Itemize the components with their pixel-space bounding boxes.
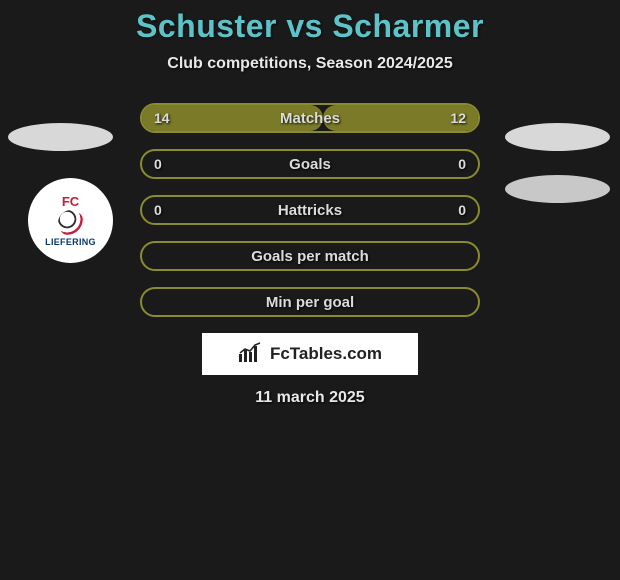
page-title: Schuster vs Scharmer	[0, 8, 620, 45]
comparison-widget: Schuster vs Scharmer Club competitions, …	[0, 0, 620, 407]
stat-row-min-per-goal: Min per goal	[140, 287, 480, 317]
stat-left-value: 14	[154, 110, 170, 126]
stat-right-value: 12	[450, 110, 466, 126]
stat-right-value: 0	[458, 202, 466, 218]
stat-row-goals-per-match: Goals per match	[140, 241, 480, 271]
chart-icon	[238, 342, 264, 367]
stat-row-goals: 0 Goals 0	[140, 149, 480, 179]
subtitle: Club competitions, Season 2024/2025	[0, 55, 620, 73]
stat-label: Goals per match	[251, 248, 369, 265]
watermark-text: FcTables.com	[270, 344, 382, 364]
stat-label: Matches	[280, 110, 340, 127]
stat-left-value: 0	[154, 202, 162, 218]
stat-row-matches: 14 Matches 12	[140, 103, 480, 133]
stats-area: 14 Matches 12 0 Goals 0 0 Hattricks 0 Go…	[0, 103, 620, 317]
stat-label: Goals	[289, 156, 331, 173]
stat-row-hattricks: 0 Hattricks 0	[140, 195, 480, 225]
stat-label: Min per goal	[266, 294, 354, 311]
stat-right-value: 0	[458, 156, 466, 172]
watermark: FcTables.com	[202, 333, 418, 375]
stat-left-value: 0	[154, 156, 162, 172]
stat-label: Hattricks	[278, 202, 342, 219]
date: 11 march 2025	[0, 389, 620, 407]
